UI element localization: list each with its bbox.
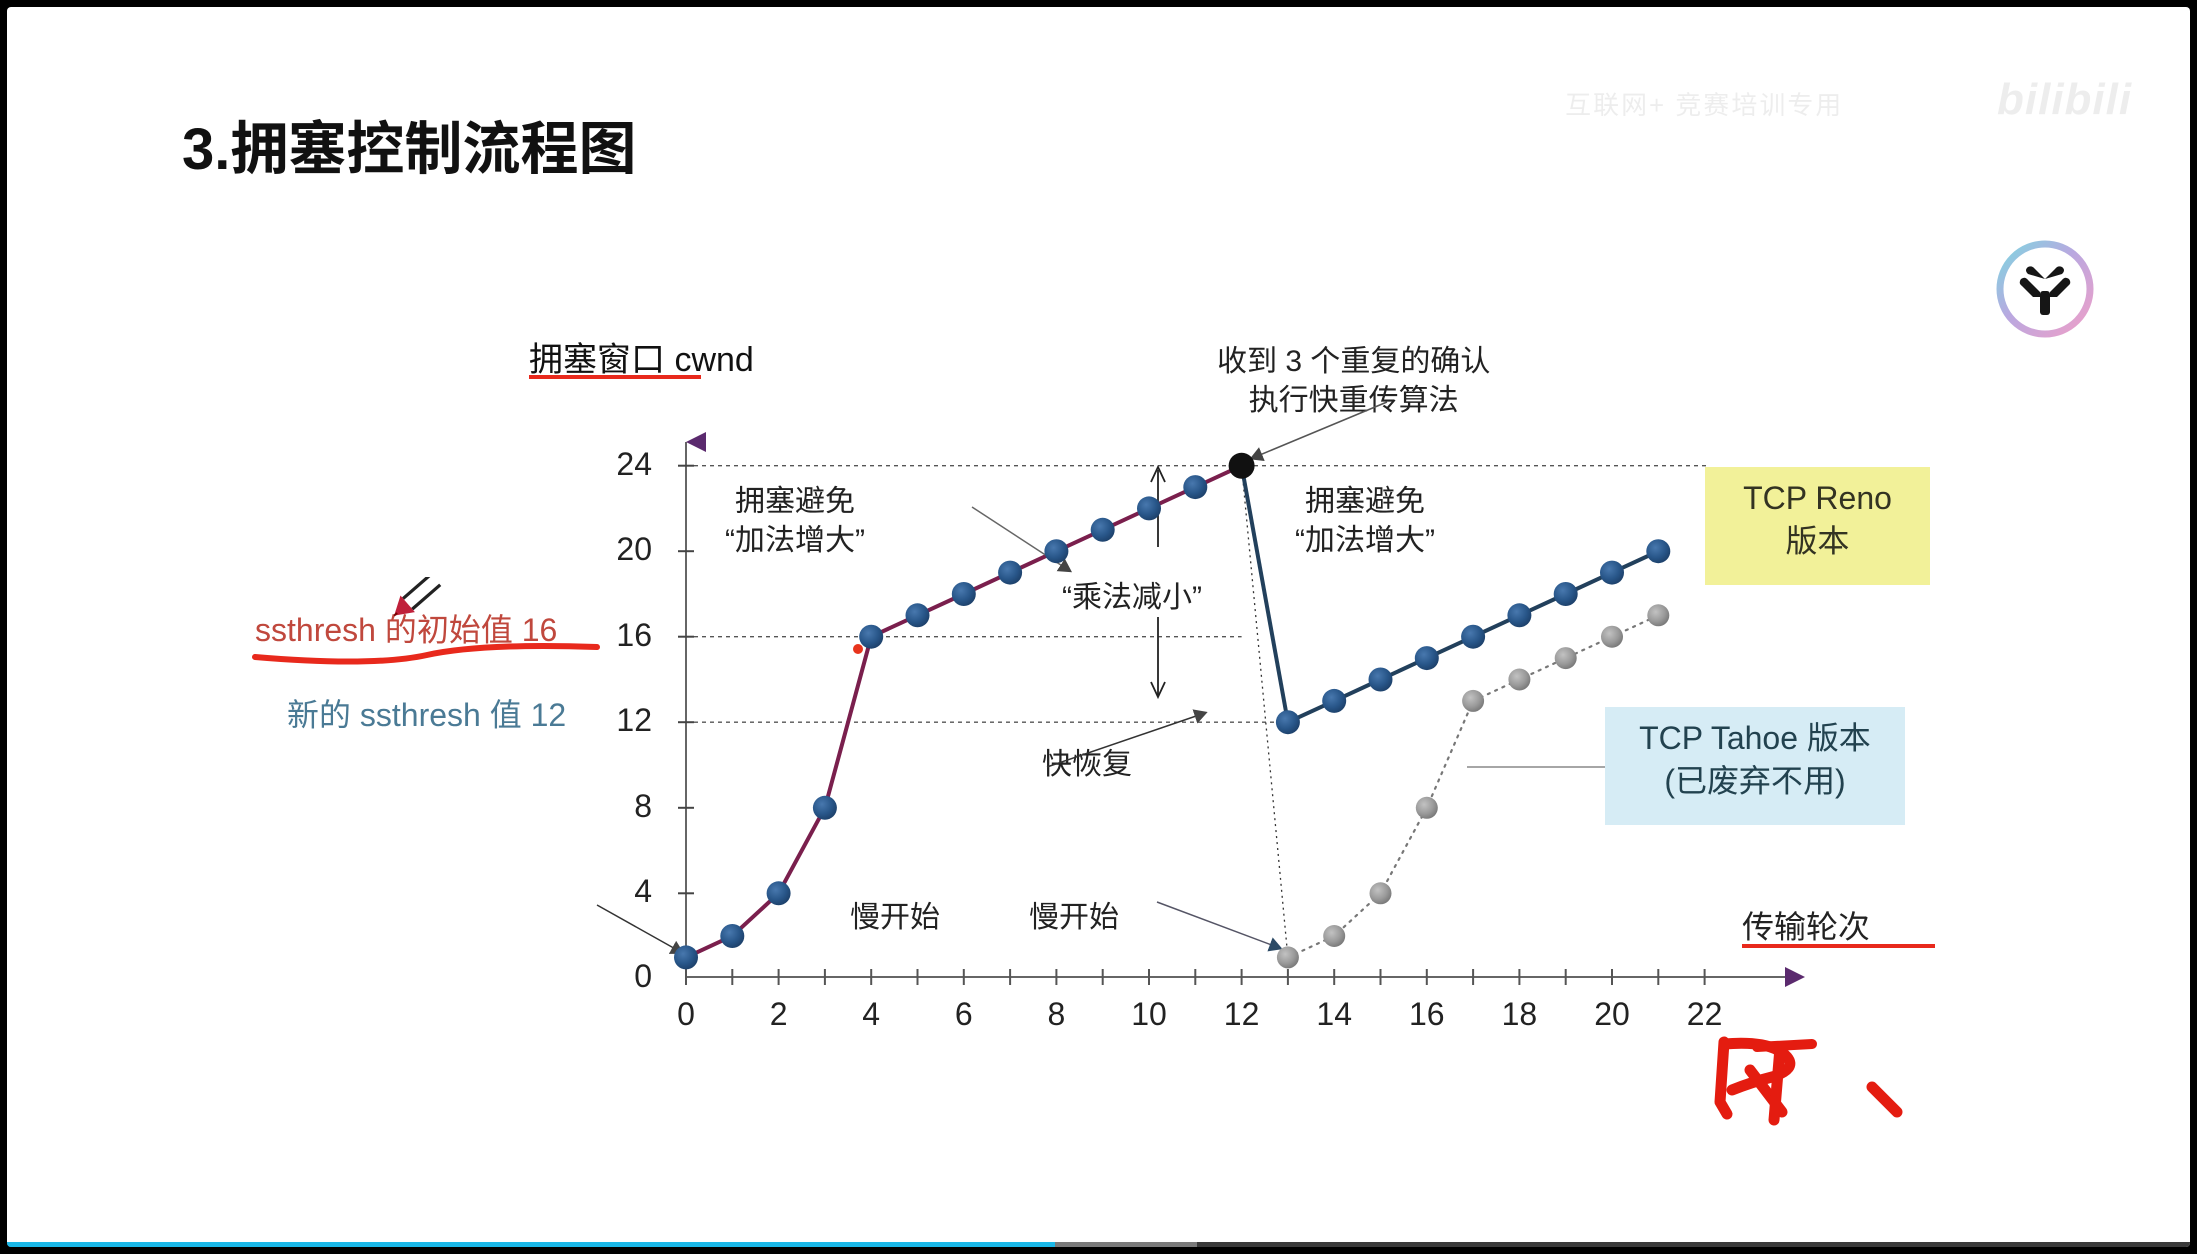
svg-text:12: 12 bbox=[1224, 996, 1260, 1032]
svg-text:10: 10 bbox=[1131, 996, 1167, 1032]
svg-text:14: 14 bbox=[1316, 996, 1352, 1032]
svg-text:0: 0 bbox=[677, 996, 695, 1032]
svg-text:20: 20 bbox=[616, 531, 652, 567]
svg-text:16: 16 bbox=[616, 617, 652, 653]
svg-text:12: 12 bbox=[616, 702, 652, 738]
svg-text:20: 20 bbox=[1594, 996, 1630, 1032]
svg-text:2: 2 bbox=[770, 996, 788, 1032]
svg-text:6: 6 bbox=[955, 996, 973, 1032]
svg-text:0: 0 bbox=[634, 958, 652, 994]
svg-text:8: 8 bbox=[1048, 996, 1066, 1032]
svg-text:4: 4 bbox=[634, 873, 652, 909]
svg-text:24: 24 bbox=[616, 446, 652, 482]
svg-text:18: 18 bbox=[1502, 996, 1538, 1032]
svg-text:8: 8 bbox=[634, 788, 652, 824]
svg-text:4: 4 bbox=[862, 996, 880, 1032]
svg-text:16: 16 bbox=[1409, 996, 1445, 1032]
svg-text:22: 22 bbox=[1687, 996, 1723, 1032]
